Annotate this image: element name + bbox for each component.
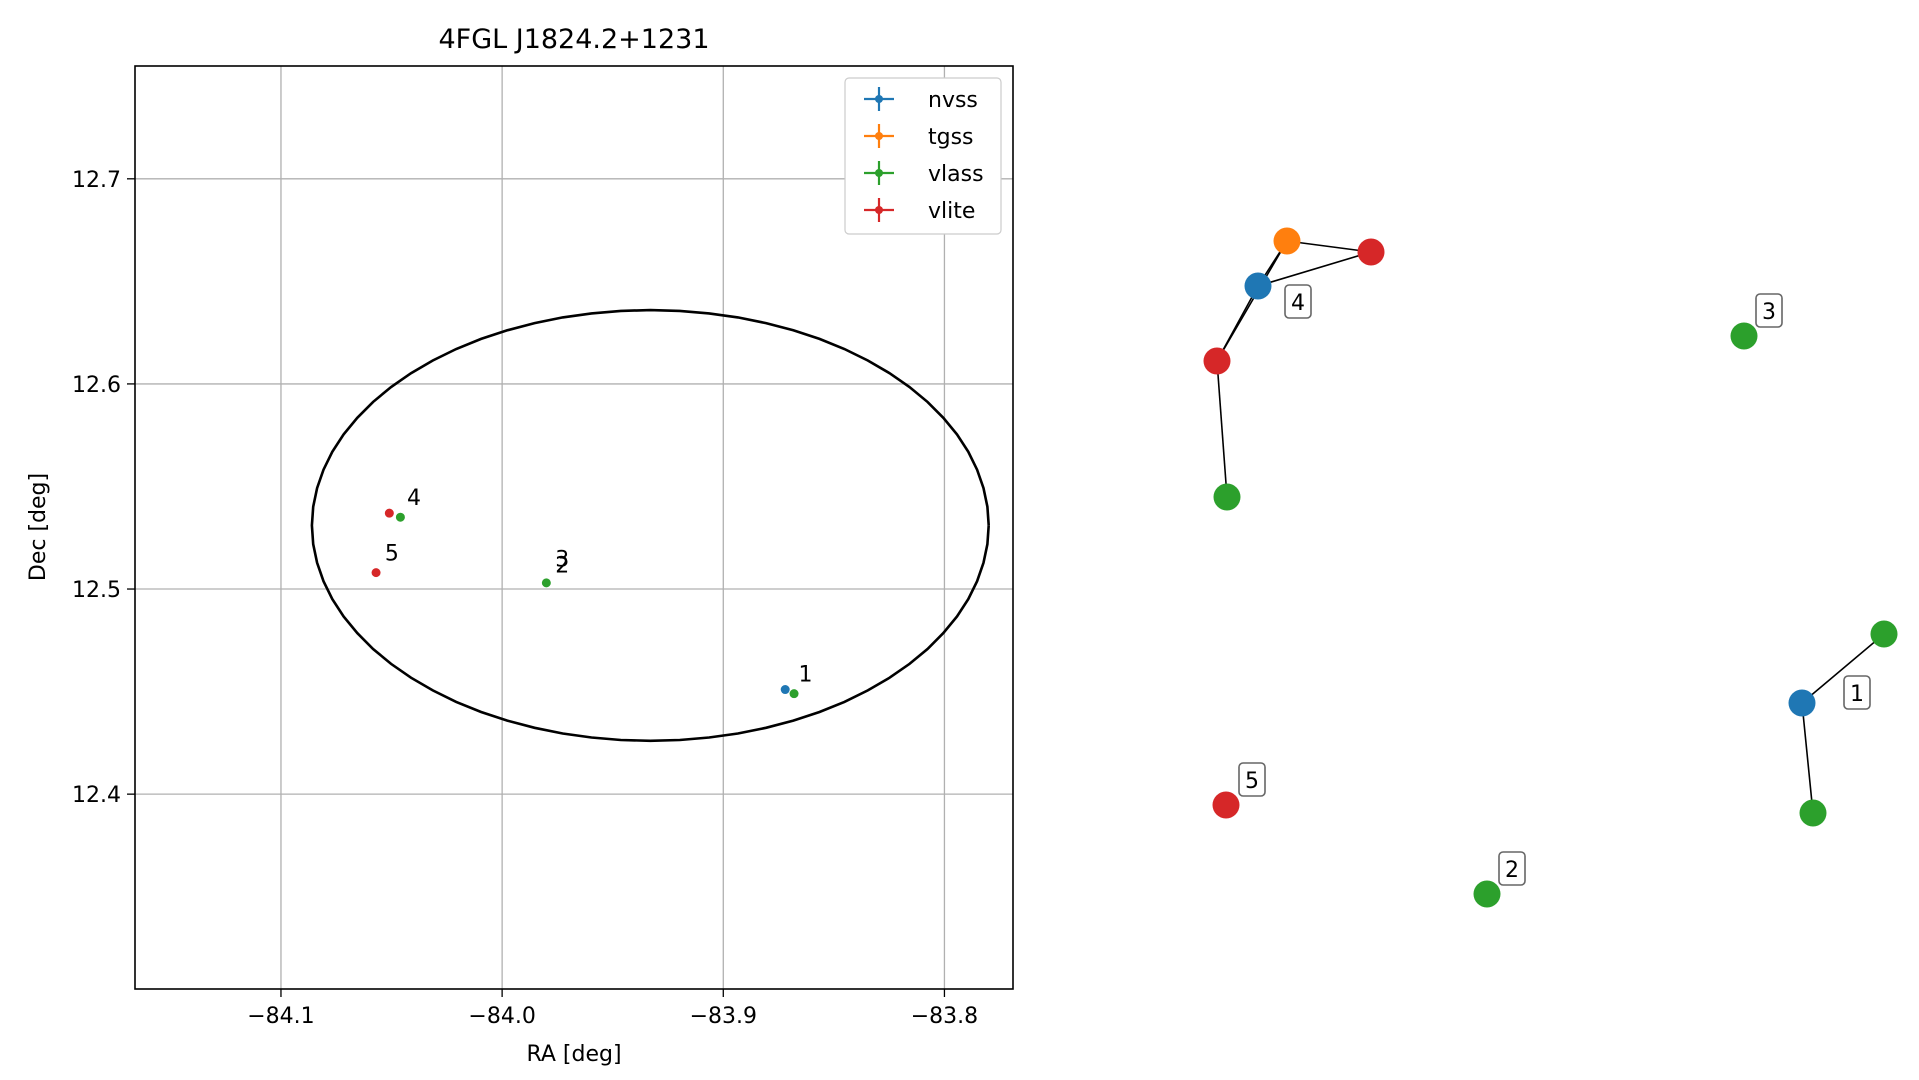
node-label-box	[1843, 675, 1871, 710]
legend-label: tgss	[928, 125, 974, 150]
legend: nvss tgss vlass vlite	[844, 77, 1002, 235]
data-point-nvss	[780, 685, 790, 695]
legend-item-vlass: vlass	[864, 161, 984, 187]
data-point-vlite	[371, 568, 381, 578]
node-label-box	[1284, 284, 1312, 319]
error-ellipse	[310, 308, 990, 743]
legend-label: vlite	[928, 199, 975, 224]
network-edge	[1801, 633, 1885, 704]
chart-title: 4FGL J1824.2+1231	[438, 24, 709, 55]
legend-label: vlass	[928, 162, 984, 187]
network-node-vlass	[1473, 880, 1501, 908]
x-tick-label: −84.1	[247, 1004, 314, 1029]
node-label: 1	[1850, 682, 1864, 707]
x-tick-label: −83.9	[690, 1004, 757, 1029]
network-node-vlass	[1730, 322, 1758, 350]
network-node-vlass	[1213, 483, 1241, 511]
network-edge	[1257, 251, 1372, 287]
x-ticks: −84.1 −84.0 −83.9 −83.8	[247, 989, 978, 1029]
node-label: 3	[1762, 300, 1776, 325]
network-edge	[1801, 702, 1814, 814]
legend-marker-dot	[875, 169, 883, 177]
network-node-vlite	[1203, 347, 1231, 375]
x-tick-label: −84.0	[468, 1004, 535, 1029]
legend-marker-dot	[875, 206, 883, 214]
legend-item-vlite: vlite	[864, 198, 975, 224]
legend-items: nvss tgss vlass vlite	[864, 87, 984, 224]
node-label-box	[1498, 851, 1526, 886]
network-node-tgss	[1273, 227, 1301, 255]
error-ellipse-layer	[310, 308, 990, 743]
node-label: 2	[1505, 858, 1519, 883]
network-node-labels: 4 3 1 5 2	[1238, 284, 1871, 886]
data-point-vlass	[395, 512, 405, 522]
node-label: 5	[1245, 769, 1259, 794]
y-tick-label: 12.4	[72, 783, 121, 808]
node-label-box	[1238, 762, 1266, 797]
y-tick-label: 12.6	[72, 373, 121, 398]
y-axis-label: Dec [deg]	[26, 473, 51, 581]
node-label: 4	[1291, 291, 1305, 316]
x-axis-label: RA [deg]	[526, 1042, 621, 1067]
y-ticks: 12.4 12.5 12.6 12.7	[72, 168, 135, 808]
point-annotation: 3	[555, 547, 569, 572]
network-node-nvss	[1788, 689, 1816, 717]
network-nodes	[1203, 227, 1898, 908]
network-edge	[1216, 240, 1288, 362]
node-label-box	[1755, 293, 1783, 328]
network-panel: 4 3 1 5 2	[1203, 227, 1898, 908]
network-node-vlite	[1212, 791, 1240, 819]
legend-item-tgss: tgss	[864, 124, 974, 150]
legend-box	[844, 77, 1002, 235]
network-edge	[1216, 360, 1228, 498]
network-edges	[1216, 240, 1885, 814]
network-node-vlass	[1870, 620, 1898, 648]
scatter-points	[371, 508, 799, 699]
legend-marker-dot	[875, 132, 883, 140]
x-tick-label: −83.8	[911, 1004, 978, 1029]
point-annotation: 1	[798, 662, 812, 687]
point-annotation: 4	[407, 486, 421, 511]
data-point-vlass	[789, 689, 799, 699]
point-annotation: 5	[385, 541, 399, 566]
legend-marker-dot	[875, 95, 883, 103]
network-edge	[1286, 240, 1372, 253]
data-point-vlite	[384, 508, 394, 518]
legend-item-nvss: nvss	[864, 87, 978, 113]
point-annotation: 2	[555, 554, 569, 579]
network-node-vlite	[1357, 238, 1385, 266]
y-tick-label: 12.7	[72, 168, 121, 193]
y-tick-label: 12.5	[72, 578, 121, 603]
plot-frame	[134, 65, 1014, 990]
legend-label: nvss	[928, 88, 978, 113]
data-point-vlass	[541, 578, 551, 588]
network-node-nvss	[1244, 272, 1272, 300]
network-node-vlass	[1799, 799, 1827, 827]
